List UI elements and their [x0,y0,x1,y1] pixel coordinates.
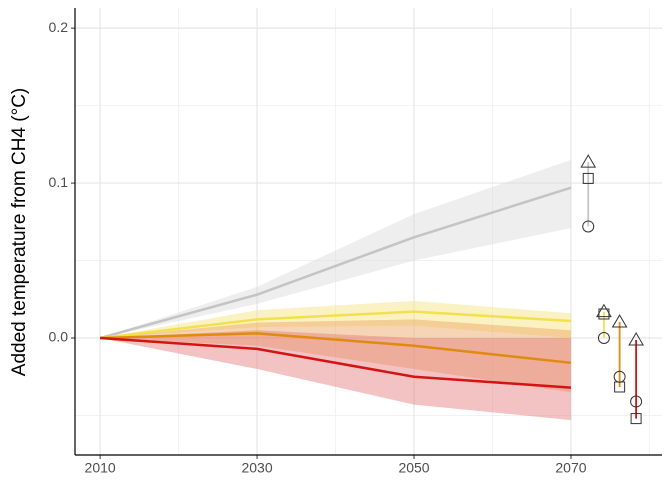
square-marker [598,308,610,320]
line [99,186,572,340]
square-marker [630,413,642,425]
triangle-marker [628,332,644,346]
line [100,336,572,389]
x-tick-label: 2030 [241,460,272,476]
circle-marker [597,332,610,345]
line [99,310,572,340]
confidence-band [100,159,571,339]
panel [75,8,662,455]
confidence-band [100,319,571,393]
triangle-marker [580,154,597,168]
x-tick-label: 2050 [398,460,429,476]
triangle-marker [611,314,628,328]
confidence-band [100,330,571,421]
confidence-band [100,300,571,339]
circle-marker [613,370,626,383]
triangle-marker [596,303,612,318]
y-tick-label: 0.0 [49,329,69,345]
x-tick-label: 2010 [85,460,116,476]
x-tick-label: 2070 [555,460,586,476]
y-tick-label: 0.2 [49,19,69,35]
y-axis-label: Added temperature from CH4 (°C) [9,88,30,376]
y-tick-label: 0.1 [49,174,69,190]
square-marker [582,172,594,184]
circle-marker [630,395,643,408]
line [100,332,572,365]
circle-marker [582,220,595,233]
